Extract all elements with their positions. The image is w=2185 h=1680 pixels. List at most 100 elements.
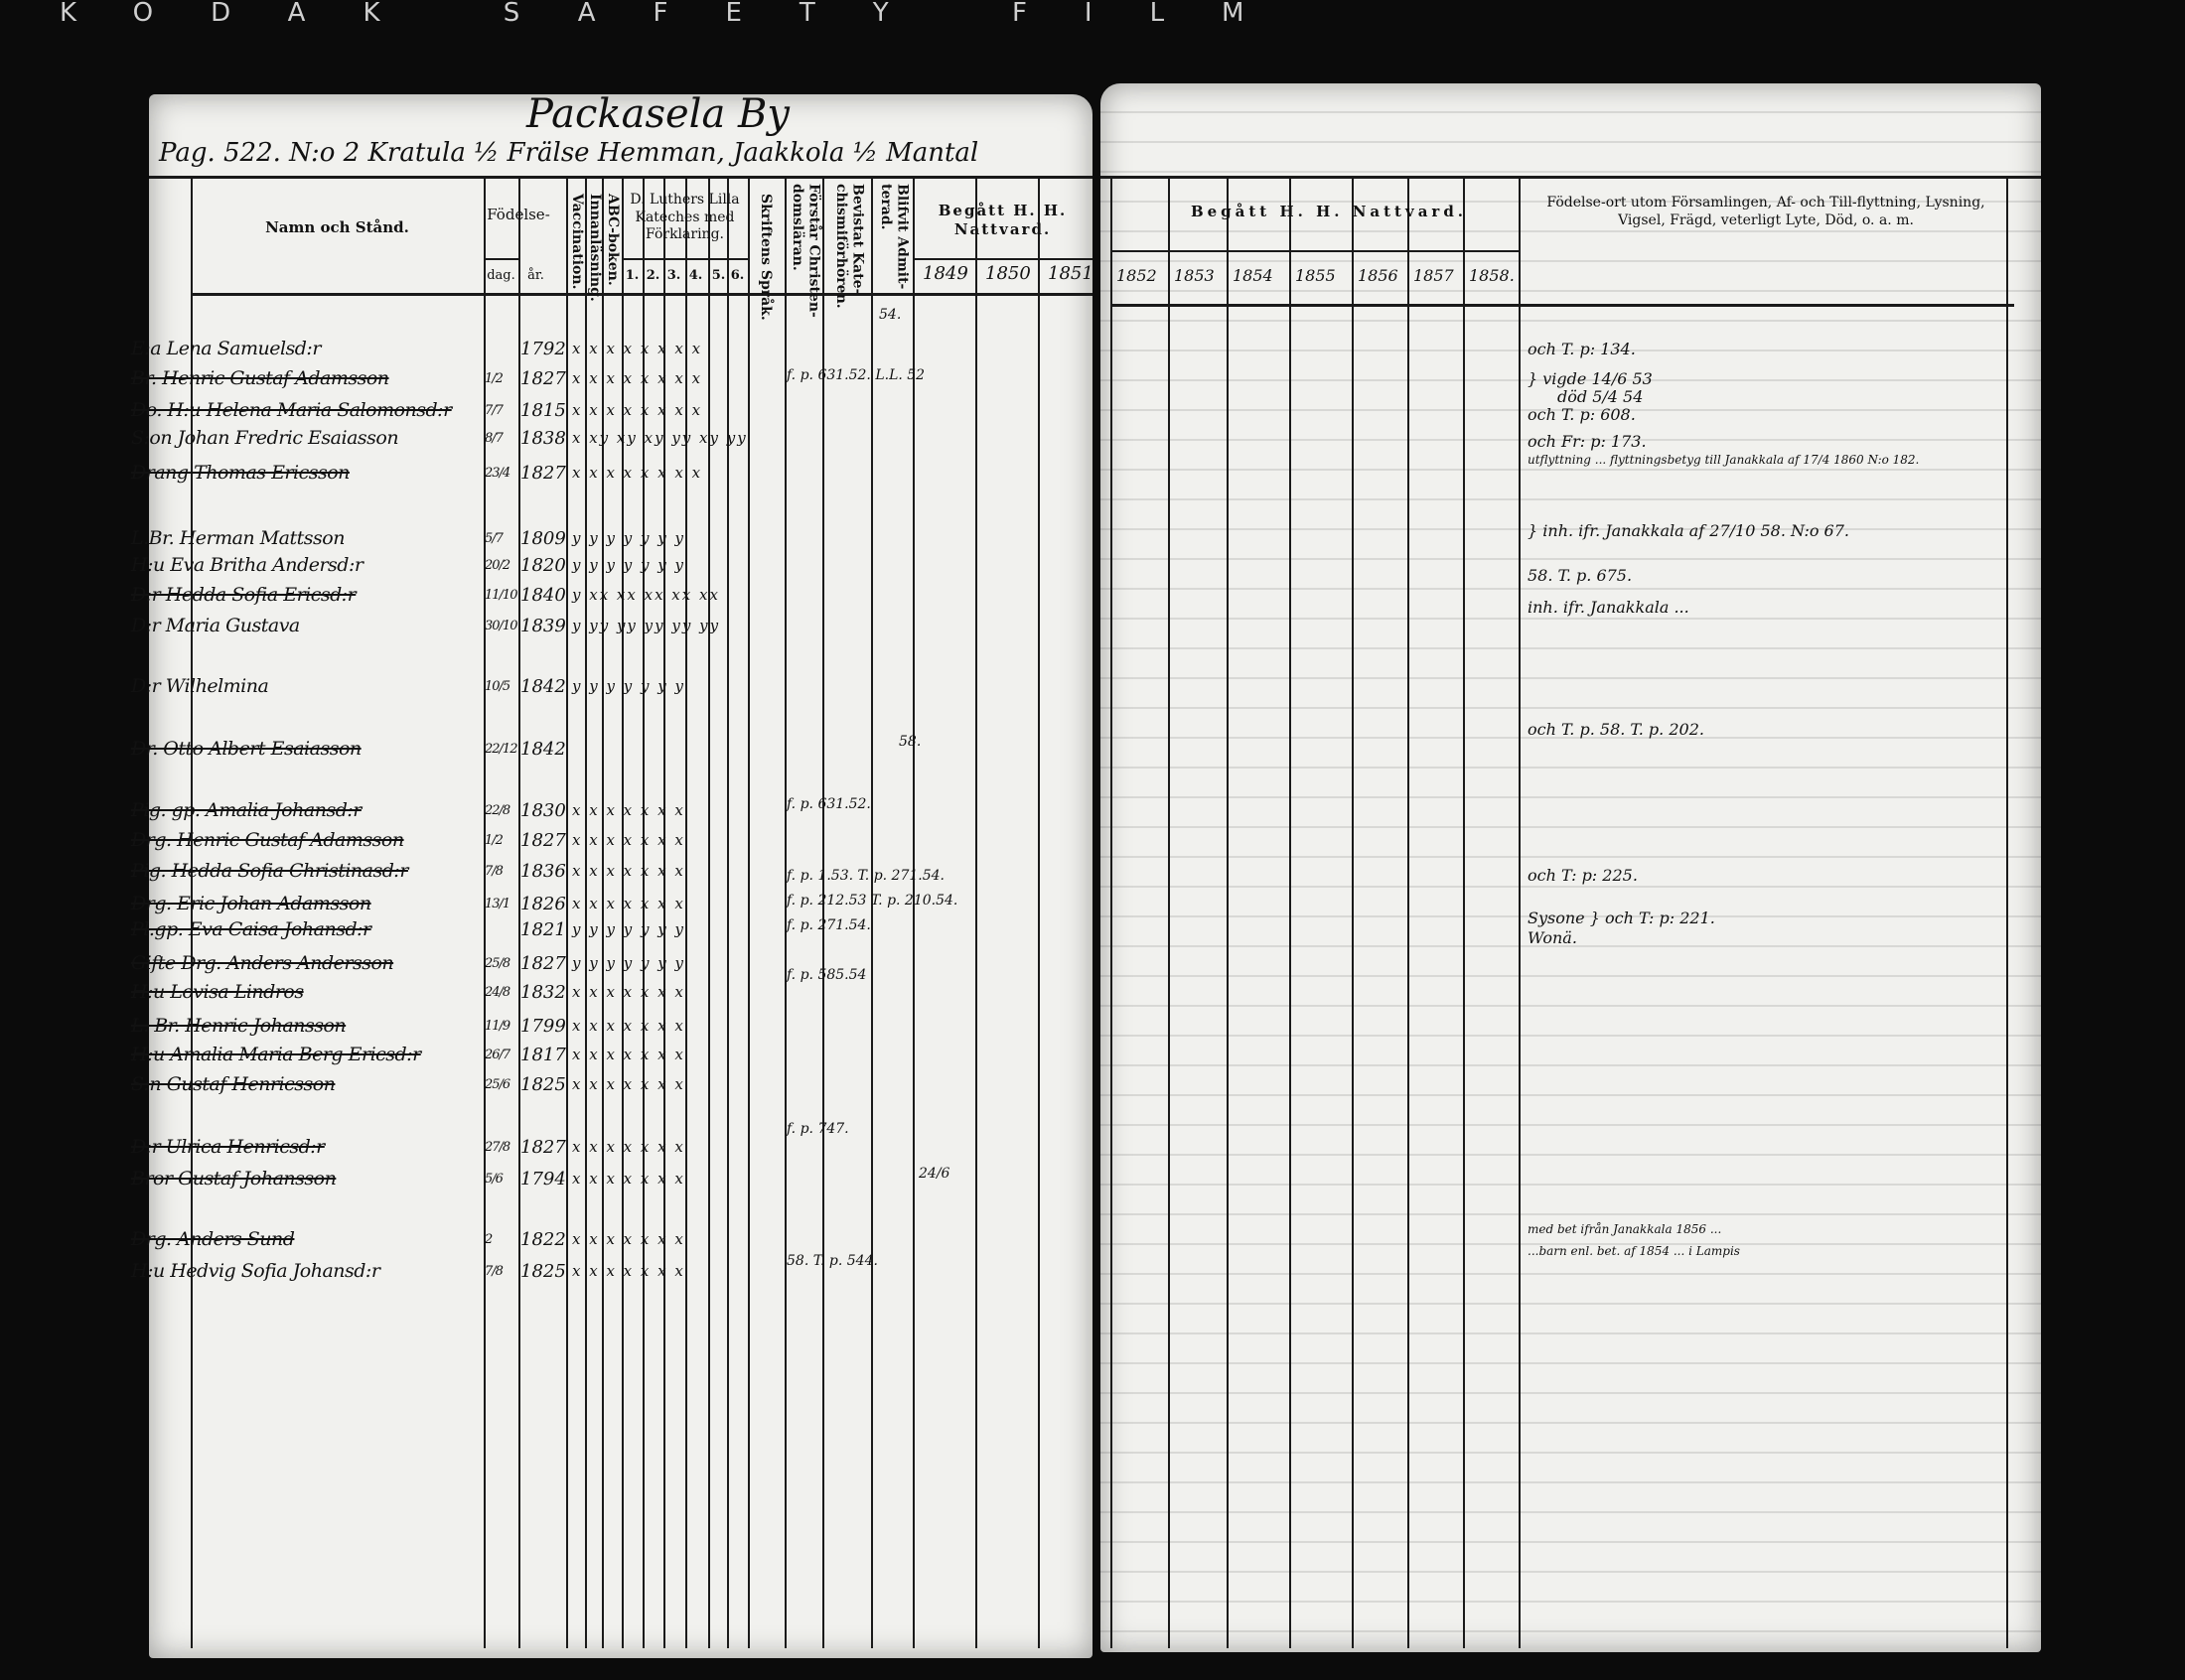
margin-annotation: f. p. 212.53 T. p. 210.54. <box>787 893 958 909</box>
entry-birth-day: 30/10 <box>485 619 517 633</box>
entry-birth-year: 1840 <box>520 585 566 606</box>
subheader-rule <box>484 258 518 260</box>
column-rule <box>1168 179 1170 1648</box>
entry-name: Br. Henric Gustaf Adamsson <box>131 367 389 389</box>
year-label: 1853 <box>1174 266 1215 285</box>
column-rule <box>913 179 915 1648</box>
header-top-rule <box>149 176 1092 179</box>
entry-catechism-marks: y xx xx xx xx xx <box>572 586 720 604</box>
entry-name: Dr. Otto Albert Esaiasson <box>131 738 362 760</box>
column-rule <box>1407 179 1409 1648</box>
right-communion-header: Begått H. H. Nattvard. <box>1190 203 1468 220</box>
column-rule <box>1519 179 1521 1648</box>
column-rule <box>622 179 624 1648</box>
margin-annotation: f. p. 271.54. <box>787 917 871 933</box>
right-page: Begått H. H. Nattvard. Födelse-ort utom … <box>1100 83 2041 1652</box>
entry-birth-day: 8/7 <box>485 431 504 446</box>
entry-birth-year: 1815 <box>520 400 566 421</box>
margin-annotation: f. p. 631.52. <box>787 796 871 812</box>
column-rule <box>663 179 665 1648</box>
entry-birth-year: 1832 <box>520 982 566 1003</box>
entry-birth-year: 1839 <box>520 616 566 636</box>
entry-birth-day: 7/8 <box>485 1264 504 1279</box>
entry-name: Bror Gustaf Johansson <box>131 1168 337 1190</box>
film-edge-text: KODAK SAFETY FILM <box>60 0 1302 28</box>
remark-entry: och T. p: 608. <box>1528 405 1636 424</box>
entry-birth-year: 1825 <box>520 1261 566 1282</box>
header-vaccination: Vaccination. <box>568 194 585 290</box>
entry-catechism-marks: x x x x x x x x <box>572 401 703 419</box>
entry-birth-day: 11/9 <box>485 1019 510 1034</box>
entry-birth-day: 22/8 <box>485 803 510 818</box>
entry-birth-day: 26/7 <box>485 1048 510 1062</box>
column-rule <box>975 179 977 1648</box>
entry-birth-year: 1836 <box>520 861 566 882</box>
header-communion: Begått H. H. Nattvard. <box>938 202 1068 238</box>
entry-name: Pig. Hedda Sofia Christinasd:r <box>131 860 408 882</box>
entry-catechism-marks: y y y y y y y <box>572 920 685 938</box>
entry-name: H:u Eva Britha Andersd:r <box>131 554 364 576</box>
entry-catechism-marks: x x x x x x x <box>572 862 685 880</box>
entry-birth-year: 1827 <box>520 368 566 389</box>
header-catechism: D. Luthers Lilla Kateches med Förklaring… <box>630 192 740 242</box>
entry-catechism-marks: x x x x x x x <box>572 1075 685 1093</box>
entry-birth-year: 1827 <box>520 953 566 974</box>
column-rule <box>727 179 729 1648</box>
header-top-rule <box>1100 176 2041 179</box>
entry-birth-year: 1827 <box>520 463 566 484</box>
entry-name: S:on Johan Fredric Esaiasson <box>131 427 399 449</box>
entry-birth-year: 1799 <box>520 1016 566 1037</box>
catechism-part-label: 6. <box>730 268 745 283</box>
column-rule <box>643 179 645 1648</box>
remark-entry: och Fr: p: 173. <box>1528 432 1647 451</box>
column-rule <box>1038 179 1040 1648</box>
entry-catechism-marks: x x x x x x x <box>572 1138 685 1156</box>
entry-birth-day: 13/1 <box>485 897 510 911</box>
remark-entry: } vigde 14/6 53 <box>1528 369 1653 388</box>
page-heading: Pag. 522. N:o 2 Kratula ½ Frälse Hemman,… <box>159 138 979 168</box>
column-rule <box>518 179 520 1648</box>
entry-name: Drg. Henric Gustaf Adamsson <box>131 829 404 851</box>
entry-birth-day: 22/12 <box>485 742 517 757</box>
catechism-part-label: 1. <box>625 268 640 283</box>
entry-birth-day: 20/2 <box>485 558 510 573</box>
entry-name: H:u Amalia Maria Berg Ericsd:r <box>131 1044 421 1065</box>
header-hearing: Bevistat Kate-chismiförhören. <box>832 184 866 309</box>
entry-catechism-marks: x xy xy xy yy xy yy <box>572 429 748 447</box>
entry-catechism-marks: x x x x x x x <box>572 1230 685 1248</box>
remark-entry: utflyttning ... flyttningsbetyg till Jan… <box>1528 453 1920 467</box>
header-birth: Födelse- <box>487 206 550 223</box>
entry-catechism-marks: x x x x x x x <box>572 801 685 819</box>
header-scripture: Skriftens Språk. <box>757 194 774 321</box>
year-label: 1854 <box>1233 266 1273 285</box>
entry-name: H:u Lovisa Lindros <box>131 981 304 1003</box>
remark-entry: inh. ifr. Janakkala ... <box>1528 598 1689 617</box>
margin-annotation: f. p. 747. <box>787 1121 849 1137</box>
column-rule <box>602 179 604 1648</box>
subheader-rule <box>622 258 748 260</box>
header-reading: Innanläsning. <box>586 194 603 302</box>
column-rule <box>1110 179 1112 1648</box>
entry-name: L.Br. Herman Mattsson <box>131 527 345 549</box>
subheader-rule <box>1110 250 1519 252</box>
entry-catechism-marks: y y y y y y y <box>572 529 685 547</box>
column-rule <box>748 179 750 1648</box>
entry-birth-day: 5/6 <box>485 1172 504 1187</box>
entry-birth-year: 1830 <box>520 800 566 821</box>
village-title: Packasela By <box>526 91 790 137</box>
entry-catechism-marks: x x x x x x x <box>572 1017 685 1035</box>
header-name: Namn och Stånd. <box>265 218 409 236</box>
year-label: 1857 <box>1413 266 1454 285</box>
header-year: år. <box>527 268 544 283</box>
column-rule <box>484 179 486 1648</box>
entry-name: D:r Hedda Sofia Ericsd:r <box>131 584 357 606</box>
entry-catechism-marks: x x x x x x x <box>572 895 685 912</box>
column-rule <box>1289 179 1291 1648</box>
year-label: 1850 <box>985 263 1031 284</box>
margin-annotation: 58. T. p. 544. <box>787 1253 878 1269</box>
margin-annotation: 58. <box>899 734 922 750</box>
entry-catechism-marks: x x x x x x x <box>572 831 685 849</box>
margin-annotation: f. p. 1.53. T. p. 271.54. <box>787 868 945 884</box>
header-christian: Förstår Christen-domsläran. <box>789 184 822 318</box>
entry-birth-year: 1809 <box>520 528 566 549</box>
